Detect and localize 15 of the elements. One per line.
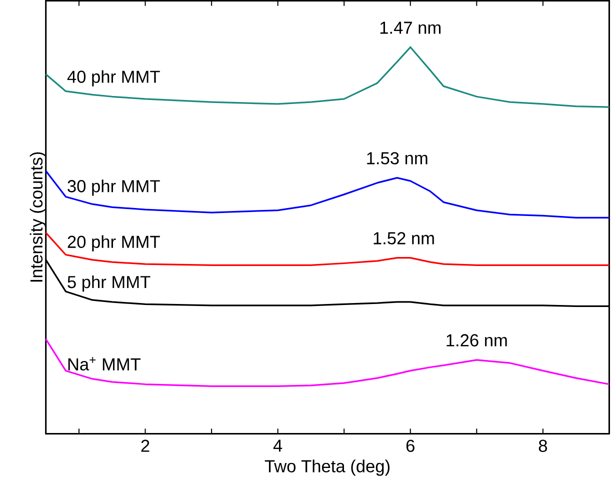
x-axis-title: Two Theta (deg) bbox=[264, 460, 390, 476]
y-axis-title: Intensity (counts) bbox=[30, 152, 46, 282]
x-tick-label: 4 bbox=[273, 440, 282, 452]
series-label: 30 phr MMT bbox=[68, 180, 160, 196]
annotation: 1.47 nm bbox=[380, 22, 441, 34]
x-tick-label: 8 bbox=[538, 440, 548, 452]
annotation: 1.53 nm bbox=[367, 152, 428, 165]
series-label: 5 phr MMT bbox=[68, 276, 150, 292]
series-label: 20 phr MMT bbox=[68, 236, 160, 252]
annotation: 1.26 nm bbox=[446, 334, 507, 347]
series-label: Na$^{+}$ MMT bbox=[68, 357, 141, 371]
x-tick-label: 6 bbox=[406, 440, 414, 452]
x-tick-label: 2 bbox=[141, 440, 150, 452]
annotation: 1.52 nm bbox=[374, 232, 434, 245]
series-label: 40 phr MMT bbox=[67, 70, 160, 87]
